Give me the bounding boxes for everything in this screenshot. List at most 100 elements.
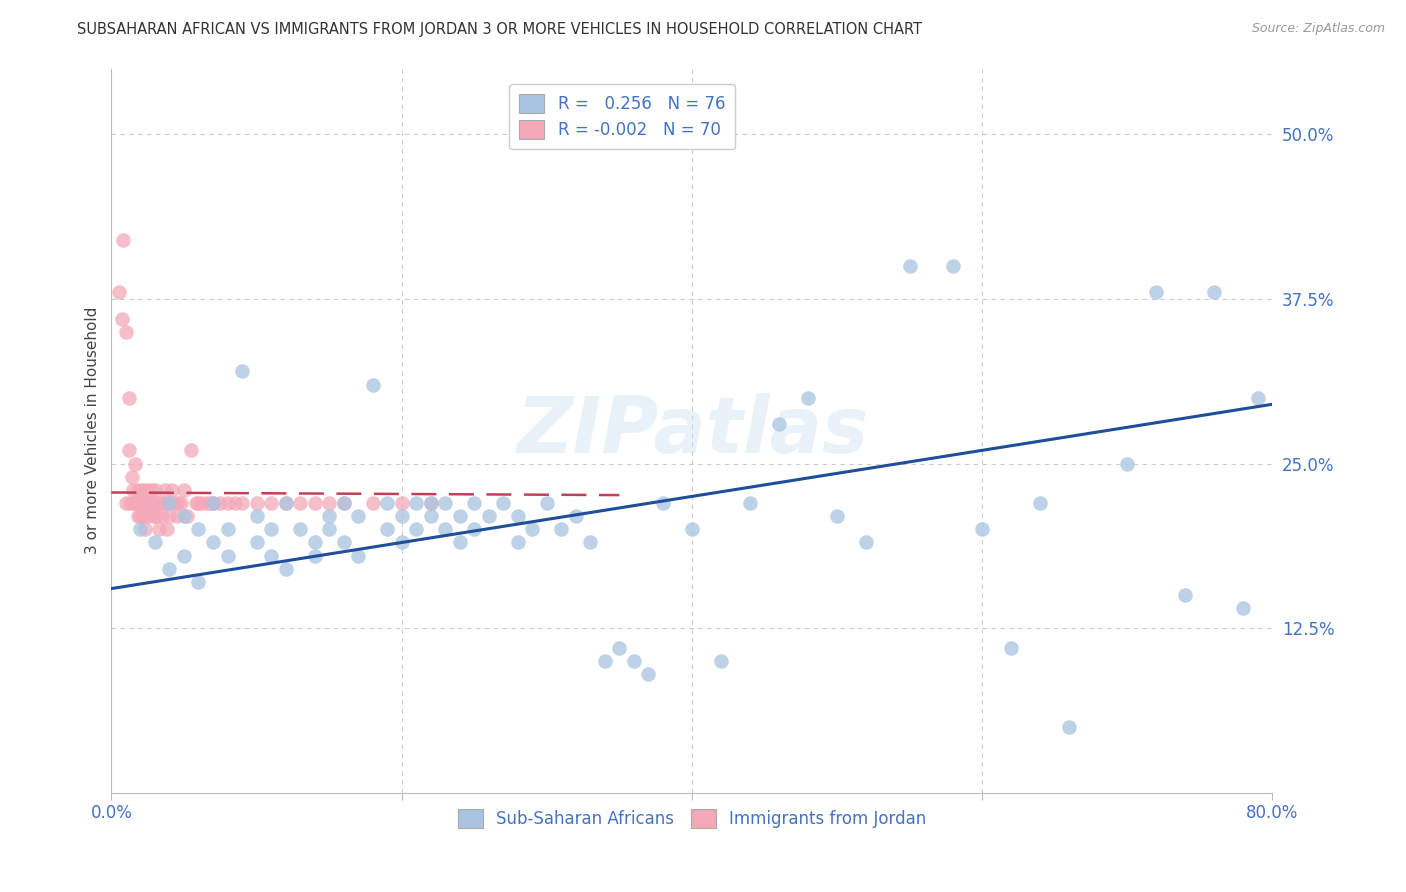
Point — [375, 496, 398, 510]
Point — [209, 496, 232, 510]
Point — [118, 443, 141, 458]
Point — [167, 496, 190, 510]
Point — [1174, 588, 1197, 602]
Point — [361, 377, 384, 392]
Point — [1057, 720, 1080, 734]
Point — [115, 496, 138, 510]
Point — [127, 509, 149, 524]
Point — [419, 496, 441, 510]
Point — [231, 364, 253, 378]
Point — [942, 259, 965, 273]
Point — [623, 654, 645, 668]
Point — [129, 509, 152, 524]
Point — [506, 535, 529, 549]
Point — [122, 496, 145, 510]
Point — [492, 496, 515, 510]
Point — [231, 496, 253, 510]
Point — [332, 535, 354, 549]
Point — [176, 509, 198, 524]
Point — [347, 549, 370, 563]
Point — [143, 496, 166, 510]
Point — [972, 522, 994, 536]
Point — [163, 496, 186, 510]
Point — [288, 522, 311, 536]
Point — [855, 535, 877, 549]
Point — [142, 509, 165, 524]
Point — [111, 233, 134, 247]
Point — [217, 496, 239, 510]
Point — [159, 496, 181, 510]
Text: ZIPatlas: ZIPatlas — [516, 392, 868, 468]
Point — [121, 469, 143, 483]
Point — [478, 509, 501, 524]
Point — [245, 496, 267, 510]
Point — [550, 522, 572, 536]
Point — [170, 496, 193, 510]
Point — [143, 535, 166, 549]
Point — [260, 549, 283, 563]
Point — [122, 483, 145, 497]
Point — [180, 443, 202, 458]
Point — [898, 259, 921, 273]
Point — [593, 654, 616, 668]
Y-axis label: 3 or more Vehicles in Household: 3 or more Vehicles in Household — [86, 307, 100, 554]
Point — [173, 549, 195, 563]
Point — [153, 483, 176, 497]
Point — [449, 535, 471, 549]
Legend: Sub-Saharan Africans, Immigrants from Jordan: Sub-Saharan Africans, Immigrants from Jo… — [451, 803, 932, 835]
Point — [375, 522, 398, 536]
Point — [132, 496, 155, 510]
Point — [797, 391, 820, 405]
Point — [149, 496, 172, 510]
Point — [522, 522, 544, 536]
Point — [187, 522, 209, 536]
Point — [217, 549, 239, 563]
Point — [449, 509, 471, 524]
Point — [194, 496, 217, 510]
Point — [768, 417, 790, 431]
Point — [318, 496, 340, 510]
Point — [131, 483, 153, 497]
Point — [434, 496, 457, 510]
Point — [1247, 391, 1270, 405]
Point — [162, 483, 184, 497]
Text: SUBSAHARAN AFRICAN VS IMMIGRANTS FROM JORDAN 3 OR MORE VEHICLES IN HOUSEHOLD COR: SUBSAHARAN AFRICAN VS IMMIGRANTS FROM JO… — [77, 22, 922, 37]
Point — [332, 496, 354, 510]
Point — [132, 509, 155, 524]
Point — [288, 496, 311, 510]
Point — [125, 496, 148, 510]
Point — [1116, 457, 1139, 471]
Point — [166, 509, 188, 524]
Point — [201, 496, 224, 510]
Point — [318, 522, 340, 536]
Point — [134, 522, 156, 536]
Point — [347, 509, 370, 524]
Point — [391, 509, 413, 524]
Point — [405, 496, 427, 510]
Point — [145, 509, 167, 524]
Point — [129, 522, 152, 536]
Point — [738, 496, 761, 510]
Point — [107, 285, 129, 300]
Point — [304, 496, 326, 510]
Point — [146, 496, 169, 510]
Point — [391, 535, 413, 549]
Point — [405, 522, 427, 536]
Point — [138, 496, 160, 510]
Point — [274, 562, 297, 576]
Point — [187, 496, 209, 510]
Point — [419, 509, 441, 524]
Point — [159, 562, 181, 576]
Point — [141, 496, 163, 510]
Point — [128, 496, 150, 510]
Point — [245, 509, 267, 524]
Point — [463, 496, 485, 510]
Point — [201, 496, 224, 510]
Point — [129, 496, 152, 510]
Point — [1144, 285, 1167, 300]
Point — [637, 667, 659, 681]
Point — [419, 496, 441, 510]
Point — [506, 509, 529, 524]
Point — [139, 483, 162, 497]
Point — [579, 535, 602, 549]
